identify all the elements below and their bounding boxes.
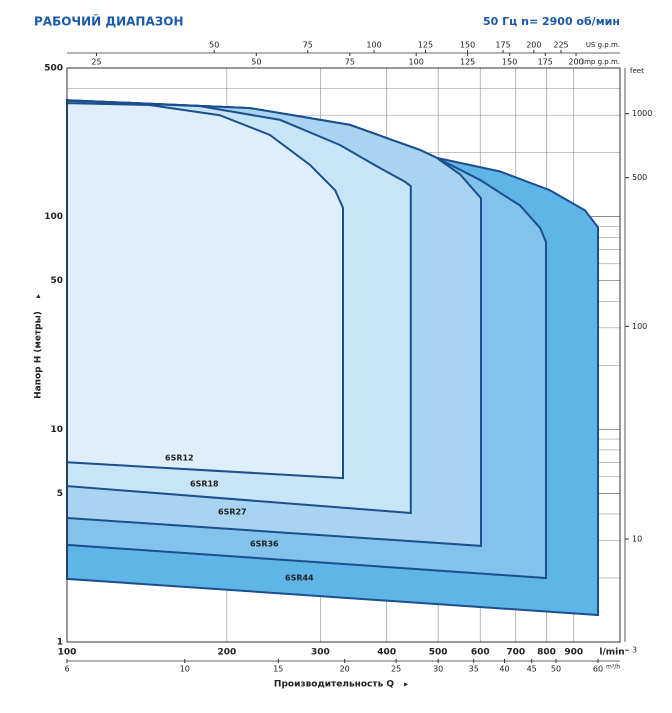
x4-tick-label: 125 [460, 58, 475, 67]
x4-tick-label: 50 [251, 58, 261, 67]
y-tick-label: 500 [44, 64, 63, 74]
chart-title: РАБОЧИЙ ДИАПАЗОН [34, 14, 184, 29]
y2-tick-label: 1000 [632, 109, 652, 118]
series-label: 6SR36 [250, 540, 279, 549]
x3-tick-label: 75 [303, 41, 313, 50]
x2-tick-label: 45 [527, 665, 537, 674]
x3-tick-label: 225 [553, 41, 568, 50]
x4-tick-label: 100 [409, 58, 424, 67]
x4-tick-label: 150 [502, 58, 517, 67]
x4-unit: imp g.p.m. [582, 58, 620, 66]
x-tick-label: 100 [58, 648, 77, 658]
y2-tick-label: 500 [632, 173, 647, 182]
x-unit: l/min [599, 648, 624, 658]
y2-tick-label: 100 [632, 322, 647, 331]
x4-tick-label: 175 [538, 58, 553, 67]
chart-subtitle: 50 Гц n= 2900 об/мин [483, 15, 620, 28]
x-tick-label: 900 [564, 648, 583, 658]
plot-area [66, 67, 620, 643]
x-tick-label: 200 [217, 648, 236, 658]
y-tick-label: 50 [50, 276, 63, 286]
range-area [66, 102, 344, 480]
x2-tick-label: 20 [340, 665, 350, 674]
x3-unit: US g.p.m. [586, 41, 620, 49]
x2-tick-label: 30 [433, 665, 443, 674]
x3-tick-label: 175 [495, 41, 510, 50]
x4-tick-label: 200 [568, 58, 583, 67]
x3-tick-label: 100 [366, 41, 381, 50]
x-tick-label: 300 [311, 648, 330, 658]
x4-tick-label: 25 [91, 58, 101, 67]
y2-tick-label: 10 [632, 535, 642, 544]
y-tick-label: 100 [44, 212, 63, 222]
x2-tick-label: 25 [391, 665, 401, 674]
x2-unit: m³/h [606, 664, 620, 671]
x2-tick-label: 10 [180, 665, 190, 674]
series-label: 6SR18 [190, 480, 219, 489]
y2-unit: feet [630, 67, 644, 75]
series-label: 6SR27 [218, 508, 247, 517]
x-axis-title: Производительность Q [274, 680, 395, 690]
y2-tick-label: 3 [632, 646, 637, 655]
x2-tick-label: 60 [593, 665, 603, 674]
arrow: ▸ [34, 294, 43, 298]
series-label: 6SR12 [165, 454, 194, 463]
y-tick-label: 5 [57, 489, 63, 499]
x3-tick-label: 200 [526, 41, 541, 50]
x2-tick-label: 35 [469, 665, 479, 674]
x3-tick-label: 50 [209, 41, 219, 50]
x-tick-label: 400 [377, 648, 396, 658]
y-axis-title: Напор H (метры) [34, 311, 44, 399]
x4-tick-label: 75 [345, 58, 355, 67]
x2-tick-label: 15 [273, 665, 283, 674]
x-tick-label: 800 [537, 648, 556, 658]
x2-tick-label: 50 [551, 665, 561, 674]
x3-tick-label: 125 [418, 41, 433, 50]
y-tick-label: 1 [57, 638, 63, 648]
y-tick-label: 10 [50, 425, 63, 435]
arrow: ▸ [404, 680, 408, 689]
series-label: 6SR44 [285, 574, 314, 583]
x-tick-label: 600 [471, 648, 490, 658]
x3-tick-label: 150 [460, 41, 475, 50]
x2-tick-label: 6 [64, 665, 69, 674]
x2-tick-label: 40 [499, 665, 509, 674]
x-tick-label: 700 [506, 648, 525, 658]
plot-frame [66, 67, 621, 643]
x-tick-label: 500 [429, 648, 448, 658]
